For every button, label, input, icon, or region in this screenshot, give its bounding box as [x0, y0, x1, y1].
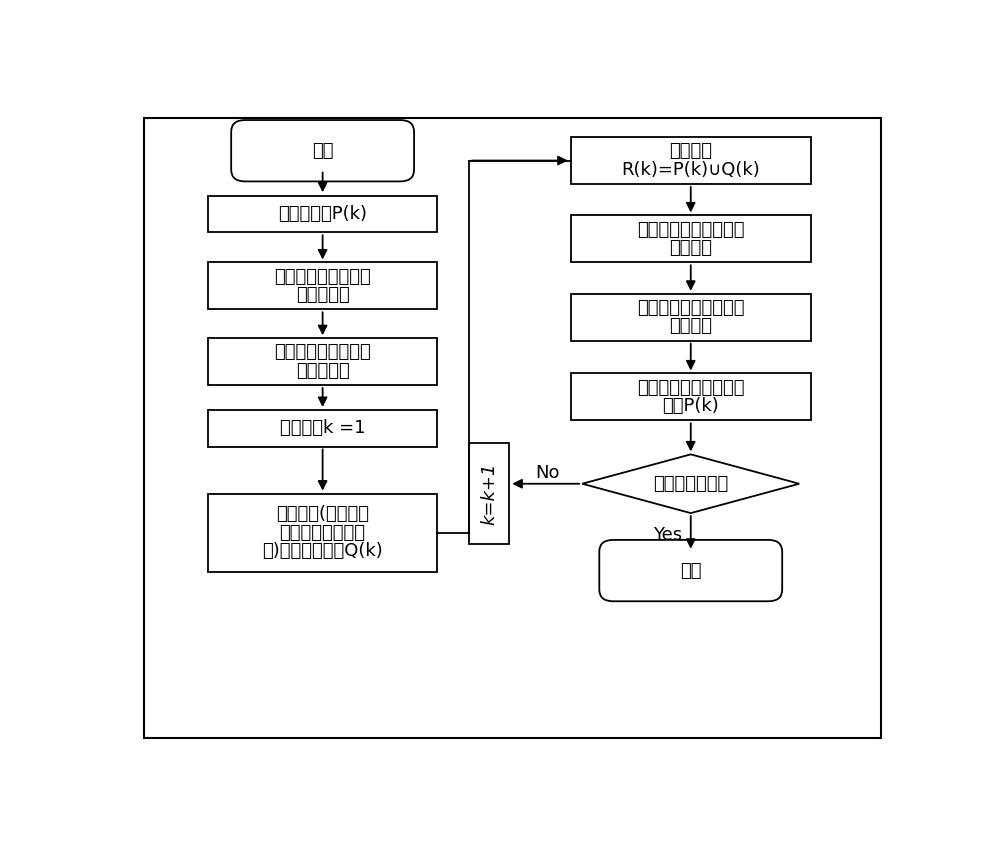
Text: 结束: 结束: [680, 561, 702, 579]
Text: 入)后获得新种群Q(k): 入)后获得新种群Q(k): [262, 542, 383, 560]
Bar: [571, 293, 811, 341]
Bar: [208, 262, 437, 310]
Text: k=k+1: k=k+1: [480, 462, 498, 525]
Text: 非支配排序分层与拥挤: 非支配排序分层与拥挤: [637, 299, 744, 317]
Text: R(k)=P(k)∪Q(k): R(k)=P(k)∪Q(k): [621, 160, 760, 179]
Text: 非支配排序分层与拥: 非支配排序分层与拥: [274, 343, 371, 361]
Text: 对个体进行目标值和: 对个体进行目标值和: [274, 268, 371, 286]
Text: 满足结束要求？: 满足结束要求？: [653, 475, 728, 493]
Text: 叉、变异及混沌插: 叉、变异及混沌插: [280, 524, 366, 542]
Bar: [571, 373, 811, 421]
Bar: [469, 443, 509, 544]
Text: Yes: Yes: [653, 526, 682, 544]
Text: No: No: [535, 464, 560, 482]
Bar: [571, 137, 811, 184]
Text: 选择合适个体组成新父: 选择合适个体组成新父: [637, 379, 744, 397]
Text: 挤距离计算: 挤距离计算: [296, 362, 350, 380]
Text: 束值计算: 束值计算: [669, 239, 712, 257]
Text: 种群P(k): 种群P(k): [662, 397, 719, 415]
Text: 开始: 开始: [312, 142, 333, 159]
Bar: [208, 196, 437, 232]
Bar: [208, 338, 437, 385]
Text: 对个体进行目标值和约: 对个体进行目标值和约: [637, 220, 744, 239]
Text: 初始化种群P(k): 初始化种群P(k): [278, 205, 367, 223]
Text: 种群合并: 种群合并: [669, 142, 712, 160]
Text: 距离计算: 距离计算: [669, 317, 712, 335]
FancyBboxPatch shape: [599, 540, 782, 601]
Text: 约束值计算: 约束值计算: [296, 286, 350, 304]
Bar: [208, 410, 437, 447]
Text: 遗传代数k =1: 遗传代数k =1: [280, 419, 365, 438]
Polygon shape: [582, 455, 799, 513]
Bar: [571, 215, 811, 262]
FancyBboxPatch shape: [231, 120, 414, 181]
Text: 遗传算子(选择、交: 遗传算子(选择、交: [276, 505, 369, 523]
Bar: [208, 494, 437, 572]
